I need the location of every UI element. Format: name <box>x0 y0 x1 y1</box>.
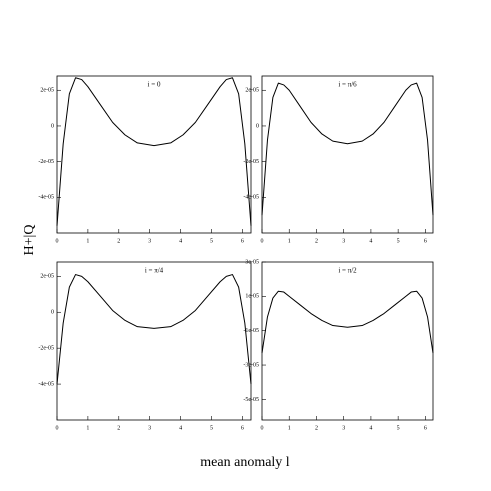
plot-frame <box>56 75 252 234</box>
x-tick-label: 0 <box>261 425 264 431</box>
x-tick-label: 0 <box>56 238 59 244</box>
y-tick-label: -2e-05 <box>38 346 54 352</box>
x-tick-label: 4 <box>369 238 372 244</box>
curve <box>56 274 252 385</box>
x-tick-label: 6 <box>424 238 427 244</box>
y-axis-label: H+|Q <box>22 225 37 256</box>
x-tick-label: 0 <box>56 425 59 431</box>
y-tick-label: 0 <box>51 310 54 316</box>
x-tick-label: 1 <box>86 425 89 431</box>
x-tick-label: 1 <box>288 238 291 244</box>
x-tick-label: 0 <box>261 238 264 244</box>
x-tick-label: 4 <box>179 238 182 244</box>
x-tick-label: 6 <box>241 238 244 244</box>
x-tick-label: 3 <box>148 238 151 244</box>
x-tick-label: 5 <box>210 238 213 244</box>
y-tick-label: -1e-05 <box>243 328 259 334</box>
y-tick-label: -4e-05 <box>38 381 54 387</box>
x-tick-label: 1 <box>86 238 89 244</box>
plot-frame <box>261 75 434 234</box>
y-tick-label: 0 <box>51 123 54 129</box>
curve <box>261 82 434 216</box>
x-tick-label: 6 <box>424 425 427 431</box>
x-tick-label: 3 <box>342 425 345 431</box>
plot-frame <box>56 261 252 421</box>
y-tick-label: -4e-05 <box>243 195 259 201</box>
y-tick-label: 2e-05 <box>245 88 259 94</box>
x-tick-label: 2 <box>117 425 120 431</box>
y-tick-label: -2e-05 <box>38 159 54 165</box>
y-tick-label: 1e-05 <box>245 294 259 300</box>
x-tick-label: 5 <box>397 238 400 244</box>
y-tick-label: 2e-05 <box>40 88 54 94</box>
y-tick-label: -5e-05 <box>243 397 259 403</box>
annotation: i = π/4 <box>145 267 164 275</box>
x-tick-label: 4 <box>369 425 372 431</box>
curve <box>56 77 252 226</box>
x-tick-label: 6 <box>241 425 244 431</box>
plot-frame <box>261 261 434 421</box>
y-tick-label: -4e-05 <box>38 195 54 201</box>
curve <box>261 290 434 354</box>
x-tick-label: 3 <box>342 238 345 244</box>
x-tick-label: 3 <box>148 425 151 431</box>
x-tick-label: 2 <box>315 238 318 244</box>
y-tick-label: -3e-05 <box>243 362 259 368</box>
annotation: i = π/6 <box>338 81 357 89</box>
x-tick-label: 5 <box>397 425 400 431</box>
x-tick-label: 2 <box>315 425 318 431</box>
annotation: i = π/2 <box>338 267 357 275</box>
y-tick-label: 3e-05 <box>245 259 259 265</box>
x-tick-label: 1 <box>288 425 291 431</box>
x-tick-label: 4 <box>179 425 182 431</box>
y-tick-label: 0 <box>256 123 259 129</box>
x-tick-label: 2 <box>117 238 120 244</box>
y-tick-label: -2e-05 <box>243 159 259 165</box>
x-axis-label: mean anomaly l <box>200 455 290 470</box>
y-tick-label: 2e-05 <box>40 274 54 280</box>
annotation: i = 0 <box>148 81 161 89</box>
x-tick-label: 5 <box>210 425 213 431</box>
